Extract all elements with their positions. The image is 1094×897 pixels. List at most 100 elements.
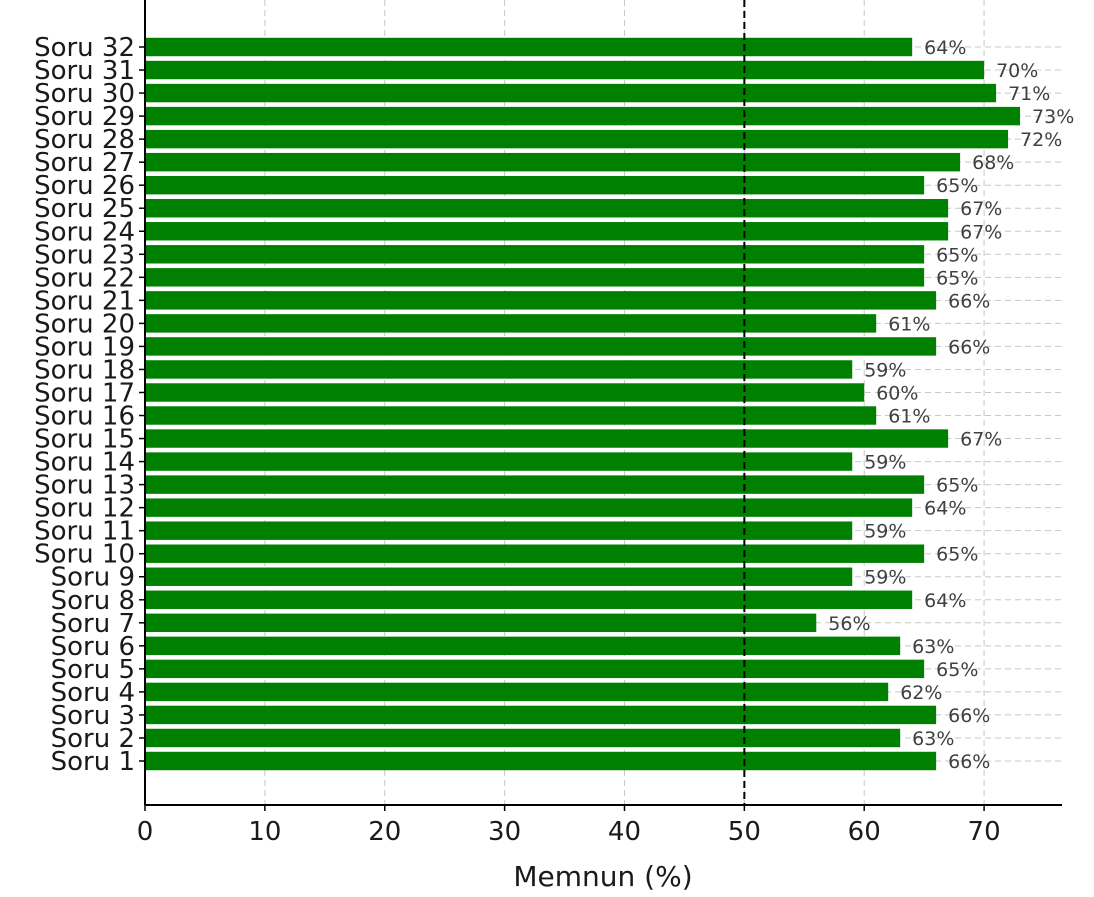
x-tick-label: 60: [848, 817, 881, 847]
bar: [145, 452, 853, 471]
y-tick-label: Soru 9: [51, 563, 135, 593]
bar: [145, 682, 889, 702]
bar: [145, 314, 877, 333]
bar: [145, 429, 949, 448]
bar: [145, 360, 853, 379]
y-tick-label: Soru 8: [51, 586, 135, 616]
bar: [145, 37, 913, 57]
y-tick-label: Soru 17: [34, 378, 135, 408]
y-tick-label: Soru 30: [34, 79, 135, 109]
data-label: 59%: [864, 359, 906, 381]
bar: [145, 129, 1009, 149]
y-tick-label: Soru 25: [34, 194, 135, 224]
y-tick-label: Soru 1: [51, 747, 135, 777]
y-tick-label: Soru 7: [51, 609, 135, 639]
y-tick-label: Soru 15: [34, 425, 135, 455]
bar: [145, 544, 925, 563]
y-tick-label: Soru 14: [34, 448, 135, 478]
data-label: 63%: [912, 728, 954, 750]
data-label: 66%: [948, 751, 990, 773]
data-label: 67%: [960, 429, 1002, 451]
data-label: 61%: [888, 406, 930, 428]
y-tick-label: Soru 20: [34, 309, 135, 339]
data-label: 59%: [864, 452, 906, 474]
bar: [145, 199, 949, 218]
y-tick-label: Soru 23: [34, 240, 135, 270]
y-tick-label: Soru 27: [34, 148, 135, 178]
y-tick-label: Soru 18: [34, 355, 135, 385]
y-tick-label: Soru 26: [34, 171, 135, 201]
axes: [139, 0, 1062, 811]
data-label: 67%: [960, 198, 1002, 220]
data-label: 62%: [900, 682, 942, 704]
y-tick-label: Soru 6: [51, 632, 135, 662]
data-label: 59%: [864, 521, 906, 543]
data-label: 63%: [912, 636, 954, 658]
bar: [145, 175, 925, 195]
data-label: 65%: [936, 544, 978, 566]
x-tick-label: 30: [488, 817, 521, 847]
y-tick-label: Soru 11: [34, 517, 135, 547]
data-label: 65%: [936, 475, 978, 497]
data-label: 65%: [936, 175, 978, 197]
y-tick-label: Soru 4: [51, 678, 135, 708]
data-label: 70%: [996, 60, 1038, 82]
x-tick-label: 20: [368, 817, 401, 847]
x-tick-labels: 0 10 20 30 40 50 60 70: [137, 817, 1001, 847]
y-tick-label: Soru 12: [34, 494, 135, 524]
y-tick-label: Soru 31: [34, 56, 135, 86]
bar: [145, 383, 865, 402]
data-label: 59%: [864, 567, 906, 589]
bar: [145, 705, 937, 725]
data-label: 64%: [924, 498, 966, 520]
y-tick-label: Soru 22: [34, 263, 135, 293]
x-tick-label: 50: [728, 817, 761, 847]
y-tick-label: Soru 29: [34, 102, 135, 132]
y-tick-label: Soru 16: [34, 402, 135, 432]
y-tick-label: Soru 3: [51, 701, 135, 731]
x-tick-label: 0: [137, 817, 154, 847]
y-tick-label: Soru 28: [34, 125, 135, 155]
y-tick-label: Soru 2: [51, 724, 135, 754]
data-label: 65%: [936, 659, 978, 681]
y-tick-label: Soru 19: [34, 332, 135, 362]
bar: [145, 751, 937, 771]
y-tick-label: Soru 32: [34, 33, 135, 63]
bar: [145, 521, 853, 540]
bar: [145, 567, 853, 586]
data-labels: 66%63%66%62%65%63%56%64%59%65%59%64%65%5…: [828, 37, 1074, 773]
data-label: 56%: [828, 613, 870, 635]
data-label: 71%: [1008, 83, 1050, 105]
bar: [145, 728, 901, 748]
data-label: 73%: [1032, 106, 1074, 128]
bar: [145, 106, 1021, 126]
bar: [145, 222, 949, 241]
y-tick-label: Soru 24: [34, 217, 135, 247]
bar: [145, 291, 937, 310]
data-label: 72%: [1020, 129, 1062, 151]
bar: [145, 613, 817, 633]
x-tick-label: 70: [968, 817, 1001, 847]
bar: [145, 268, 925, 287]
bar: [145, 498, 913, 517]
data-label: 61%: [888, 313, 930, 335]
bars: [145, 37, 1021, 771]
y-tick-label: Soru 10: [34, 540, 135, 570]
x-axis-title: Memnun (%): [513, 860, 692, 893]
data-label: 67%: [960, 221, 1002, 243]
x-tick-label: 10: [248, 817, 281, 847]
bar: [145, 83, 997, 103]
x-tick-label: 40: [608, 817, 641, 847]
data-label: 65%: [936, 244, 978, 266]
y-tick-label: Soru 21: [34, 286, 135, 316]
bar: [145, 406, 877, 425]
bar: [145, 152, 961, 172]
data-label: 64%: [924, 37, 966, 59]
y-tick-label: Soru 5: [51, 655, 135, 685]
data-label: 60%: [876, 382, 918, 404]
bar: [145, 590, 913, 609]
data-label: 66%: [948, 336, 990, 358]
